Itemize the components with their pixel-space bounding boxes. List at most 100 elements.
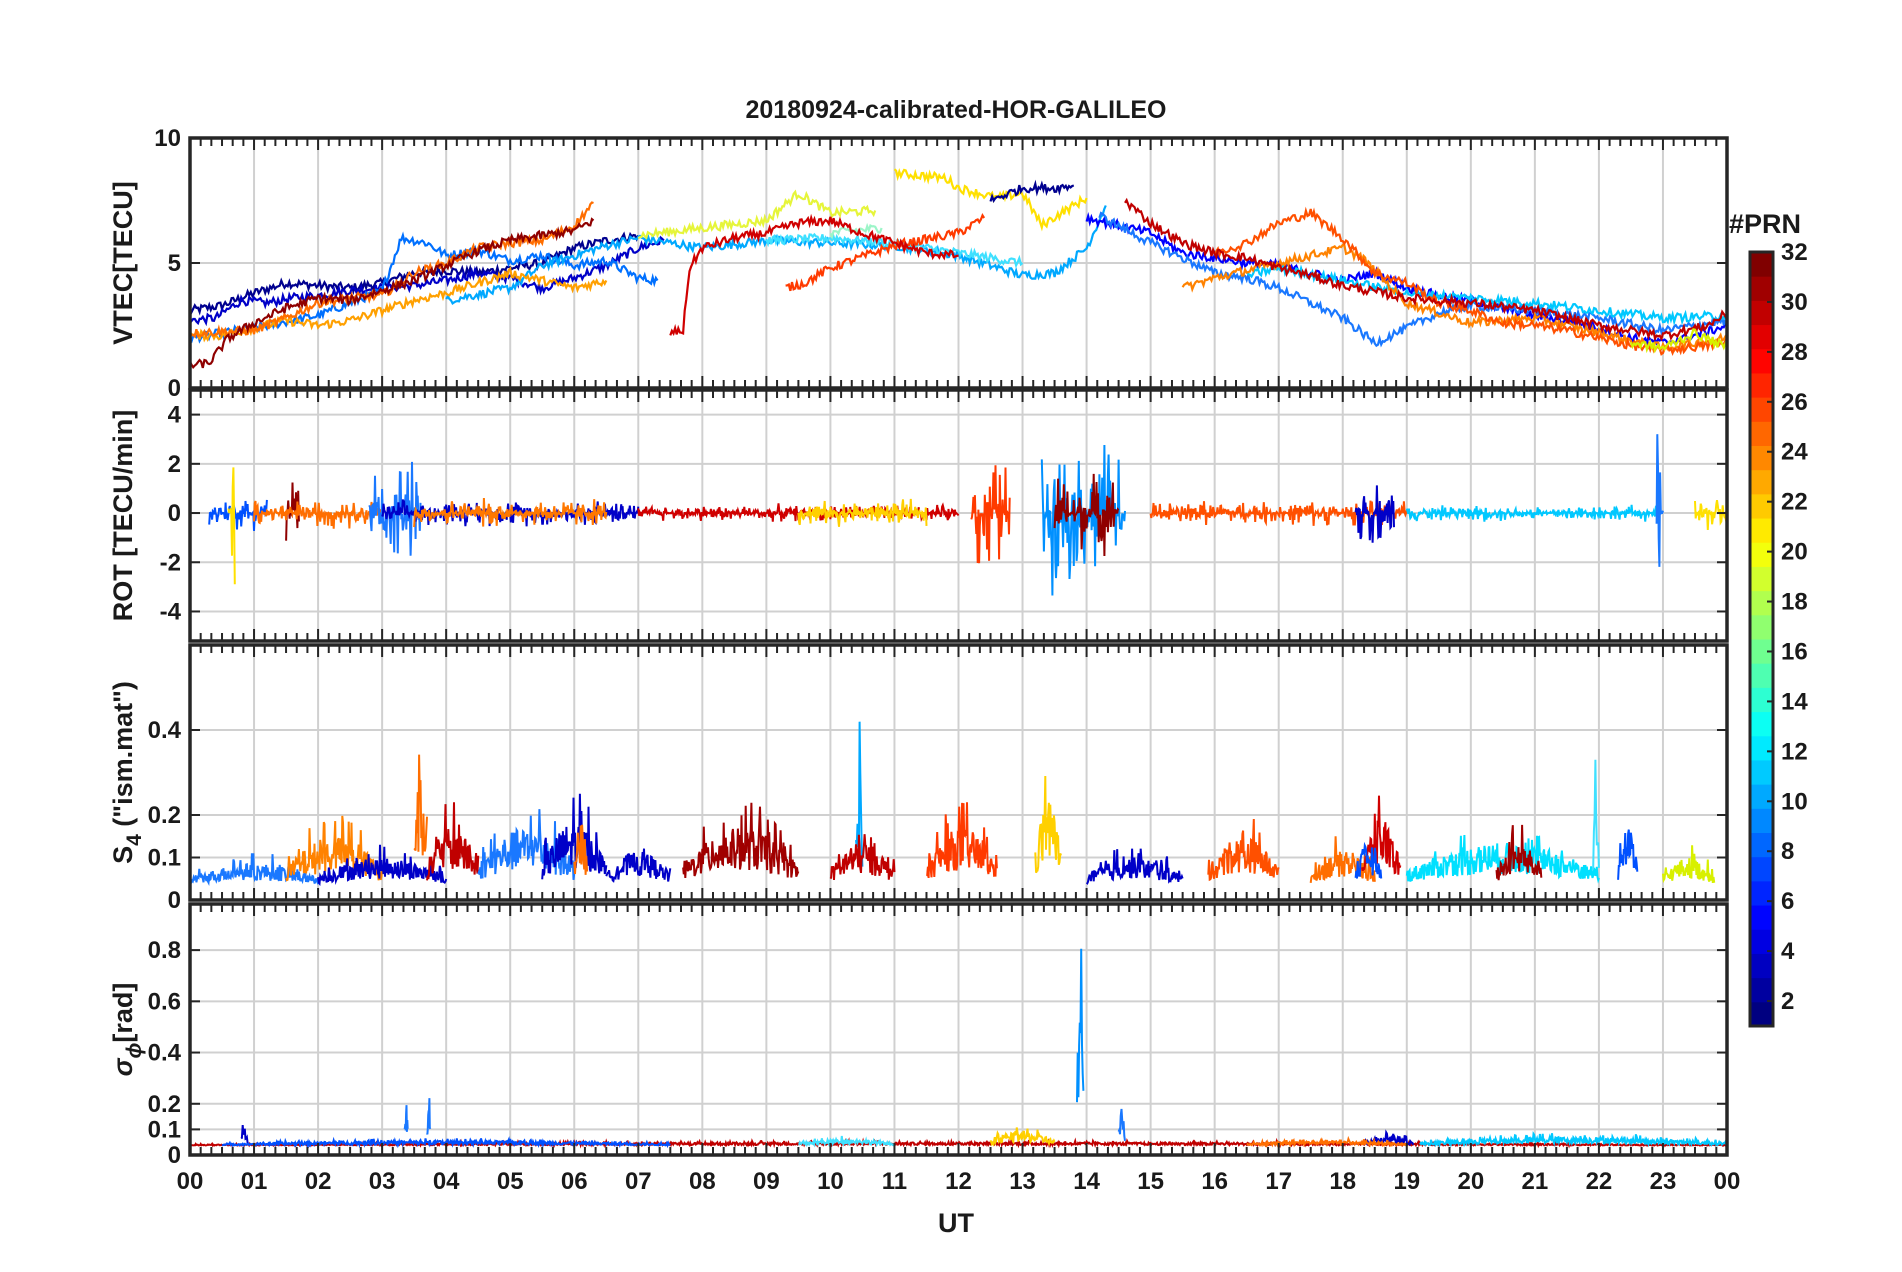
data-vtec	[190, 168, 1727, 369]
data-rot	[208, 434, 1727, 596]
burst-s4-2	[317, 844, 448, 887]
x-tick-label: 17	[1265, 1168, 1292, 1195]
chart-title: 20180924-calibrated-HOR-GALILEO	[746, 96, 1167, 124]
colorbar-level	[1750, 252, 1773, 277]
burst-rot-11	[1053, 473, 1120, 557]
x-tick-label: 08	[689, 1168, 716, 1195]
series-prn-16	[829, 222, 883, 240]
burst-s4-4	[426, 802, 480, 881]
colorbar-level	[1750, 663, 1773, 688]
x-tick-label: 02	[305, 1168, 332, 1195]
y-tick-label-sigma: 0.1	[148, 1116, 181, 1143]
colorbar-tick-label: 14	[1781, 688, 1808, 715]
burst-sigma-10	[1419, 1131, 1727, 1149]
colorbar-level	[1750, 905, 1773, 930]
y-axis-label-rest: ("ism.mat")	[108, 681, 138, 834]
colorbar-level	[1750, 784, 1773, 809]
burst-rot-3	[253, 500, 384, 529]
x-tick-label: 09	[753, 1168, 780, 1195]
burst-rot-15	[1655, 434, 1664, 567]
colorbar-tick-label: 10	[1781, 788, 1808, 815]
colorbar-tick-label: 20	[1781, 539, 1808, 566]
burst-s4-3	[413, 754, 428, 856]
y-tick-label-sigma: 0	[168, 1142, 181, 1169]
colorbar-tick-label: 2	[1781, 988, 1794, 1015]
burst-s4-20	[1495, 824, 1543, 881]
x-tick-label: 20	[1457, 1168, 1484, 1195]
burst-s4-13	[1034, 775, 1062, 874]
x-tick-label: 00	[1714, 1168, 1741, 1195]
panel-vtec: 0 5 10 VTEC[TECU]	[108, 125, 1729, 402]
y-tick-label-rot: -2	[160, 549, 181, 576]
series-prn-25	[190, 201, 594, 339]
colorbar-level	[1750, 518, 1773, 543]
colorbar-tick-label: 32	[1781, 239, 1808, 266]
x-tick-label: 03	[369, 1168, 396, 1195]
x-tick-label: 18	[1329, 1168, 1356, 1195]
colorbar-level	[1750, 735, 1773, 761]
colorbar-tick-label: 16	[1781, 638, 1808, 665]
burst-sigma-2	[240, 1125, 249, 1144]
burst-sigma-6	[989, 1127, 1056, 1147]
series-prn-9	[1098, 211, 1727, 348]
y-tick-label-sigma: 0.2	[148, 1091, 181, 1118]
burst-s4-19	[1405, 834, 1600, 884]
series-prn-1	[190, 231, 640, 316]
burst-rot-14	[1405, 502, 1664, 522]
colorbar-level	[1750, 397, 1773, 422]
y-axis-label-sub: ϕ	[123, 1042, 146, 1058]
panel-sigma: 00.10.20.40.60.8σϕ[rad]	[108, 902, 1729, 1169]
burst-s4-14	[1086, 848, 1184, 885]
y-axis-label-rest: [rad]	[108, 983, 138, 1043]
x-tick-label: 01	[241, 1168, 268, 1195]
burst-s4-18	[1354, 841, 1383, 879]
colorbar-tick-label: 24	[1781, 439, 1808, 466]
colorbar-level	[1750, 614, 1773, 640]
x-tick-label: 19	[1393, 1168, 1420, 1195]
x-tick-label: 07	[625, 1168, 652, 1195]
colorbar-level	[1750, 759, 1773, 785]
y-tick-label-s4: 0.1	[148, 845, 181, 872]
burst-sigma-8	[1117, 1108, 1126, 1142]
x-tick-label: 22	[1586, 1168, 1613, 1195]
x-axis-label: UT	[938, 1208, 974, 1238]
y-tick-label-vtec: 5	[168, 250, 181, 277]
colorbar-level	[1750, 687, 1773, 713]
colorbar-level	[1750, 445, 1773, 471]
colorbar-level	[1750, 566, 1773, 592]
series-prn-3	[190, 235, 665, 327]
x-tick-label: 23	[1650, 1168, 1677, 1195]
colorbar-level	[1750, 1001, 1773, 1027]
colorbar-level	[1750, 808, 1773, 833]
y-axis-label-rot: ROT [TECU/min]	[108, 410, 138, 621]
colorbar-level	[1750, 832, 1773, 858]
series-prn-20	[1629, 328, 1727, 354]
burst-rot-9	[970, 465, 1011, 564]
y-tick-label-s4: 0	[168, 887, 181, 914]
colorbar-level	[1750, 324, 1773, 350]
colorbar-level	[1750, 929, 1773, 954]
series-prn-29	[669, 213, 959, 337]
y-axis-label-vtec: VTEC[TECU]	[108, 181, 138, 345]
colorbar-tick-label: 30	[1781, 289, 1808, 316]
y-tick-label-sigma: 0.6	[148, 988, 181, 1015]
burst-sigma-1	[221, 1136, 671, 1149]
colorbar-level	[1750, 856, 1773, 882]
burst-rot-1	[227, 467, 236, 585]
y-tick-label-rot: 4	[168, 402, 182, 429]
y-tick-label-sigma: 0.4	[148, 1040, 182, 1067]
burst-s4-9	[682, 802, 800, 879]
y-tick-label-s4: 0.4	[148, 717, 182, 744]
panel-rot: -4 -2 0 2 4 ROT [TECU/min]	[108, 388, 1729, 643]
y-tick-label-rot: 2	[168, 451, 181, 478]
burst-s4-11	[829, 834, 896, 881]
burst-rot-8	[797, 498, 928, 527]
colorbar-level	[1750, 711, 1773, 737]
colorbar-level	[1750, 469, 1773, 495]
burst-s4-8	[605, 848, 672, 883]
burst-rot-16	[1694, 500, 1727, 531]
series-prn-26	[1213, 206, 1727, 356]
